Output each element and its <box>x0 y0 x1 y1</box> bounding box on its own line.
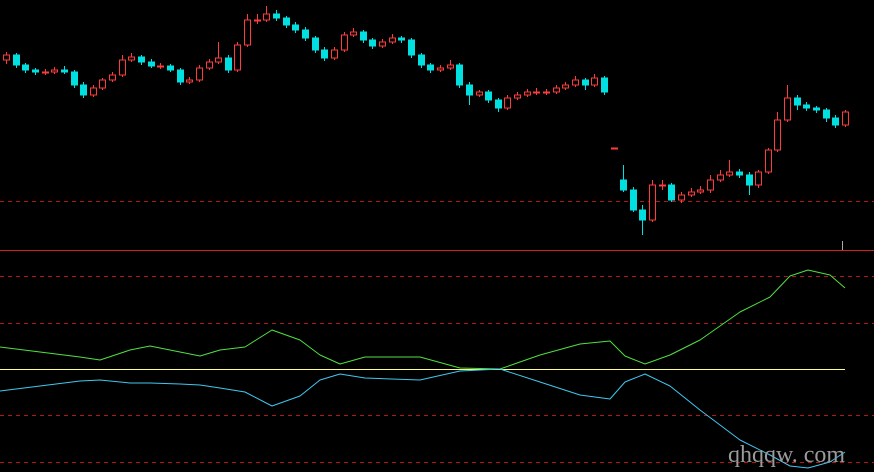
candle-body <box>215 57 222 63</box>
candle-body <box>746 174 753 186</box>
candle-body <box>32 69 39 73</box>
candle-body <box>42 71 49 74</box>
candle-body <box>466 84 473 96</box>
candle-body <box>717 174 724 181</box>
candle-body <box>99 79 106 89</box>
candle-body <box>823 109 830 119</box>
candle-body <box>591 77 598 86</box>
candle-body <box>678 194 685 201</box>
candle-body <box>533 91 540 94</box>
candle-body <box>71 71 78 86</box>
candle-body <box>369 39 376 47</box>
candle-body <box>447 64 454 69</box>
candle-body <box>263 13 270 21</box>
candle-body <box>3 54 10 61</box>
candle-body <box>504 97 511 109</box>
watermark: qhqqw. com <box>728 442 845 468</box>
candle-body <box>177 69 184 83</box>
candle-body <box>726 171 733 176</box>
candle-body <box>312 37 319 51</box>
candle-body <box>22 64 29 71</box>
candle-body <box>755 171 762 186</box>
indicator-line <box>0 269 846 370</box>
candle-body <box>707 179 714 191</box>
candle-body <box>842 111 849 126</box>
candle-body <box>119 59 126 76</box>
candle-body <box>427 64 434 71</box>
candle-body <box>630 189 637 211</box>
candle-body <box>283 17 290 26</box>
candle-body <box>389 37 396 43</box>
candle-body <box>186 79 193 83</box>
candle-body <box>408 39 415 56</box>
candle-body <box>553 87 560 93</box>
candle-body <box>418 54 425 66</box>
candle-body <box>273 13 280 19</box>
candle-body <box>157 65 164 68</box>
candle-body <box>51 69 58 73</box>
candle-body <box>167 65 174 71</box>
candle-body <box>225 57 232 71</box>
candle-body <box>148 61 155 67</box>
candle-body <box>832 117 839 126</box>
candle-body <box>456 64 463 86</box>
candle-body <box>697 189 704 193</box>
candle-body <box>437 67 444 71</box>
candle-body <box>254 19 261 22</box>
candle-body <box>495 99 502 109</box>
candle-body <box>620 179 627 191</box>
candle-body <box>572 79 579 86</box>
candle-body <box>485 91 492 101</box>
candle-body <box>736 171 743 176</box>
candle-body <box>398 37 405 41</box>
candle-body <box>292 24 299 31</box>
candle-body <box>601 77 608 93</box>
candle-body <box>350 31 357 36</box>
candle-body <box>321 49 328 59</box>
candle-body <box>13 54 20 66</box>
candle-body <box>765 149 772 173</box>
candle-body <box>476 91 483 96</box>
candle-body <box>196 67 203 81</box>
indicator-line <box>0 368 846 469</box>
candle-body <box>543 91 550 94</box>
candle-body <box>244 19 251 46</box>
candle-body <box>206 61 213 69</box>
candle-body <box>61 69 68 73</box>
candle-body <box>514 94 521 99</box>
candle-body <box>794 97 801 106</box>
candle-body <box>331 49 338 59</box>
candle-body <box>90 87 97 96</box>
candle-body <box>379 41 386 47</box>
candle-body <box>360 31 367 41</box>
candle-body <box>659 184 666 187</box>
candle-body <box>562 84 569 89</box>
candle-body <box>639 209 646 221</box>
candle-body <box>80 84 87 96</box>
candle-body <box>128 56 135 61</box>
candle-body <box>784 97 791 121</box>
candle-body <box>611 147 618 150</box>
candle-body <box>524 91 531 96</box>
candle-body <box>688 191 695 196</box>
candle-body <box>302 29 309 39</box>
candle-body <box>803 104 810 109</box>
candle-body <box>234 44 241 71</box>
candle-body <box>668 184 675 201</box>
candle-body <box>109 74 116 81</box>
candle-body <box>582 79 589 86</box>
candle-body <box>341 34 348 51</box>
candle-body <box>649 184 656 221</box>
candle-body <box>774 119 781 151</box>
candle-body <box>813 107 820 111</box>
candle-body <box>138 56 145 63</box>
